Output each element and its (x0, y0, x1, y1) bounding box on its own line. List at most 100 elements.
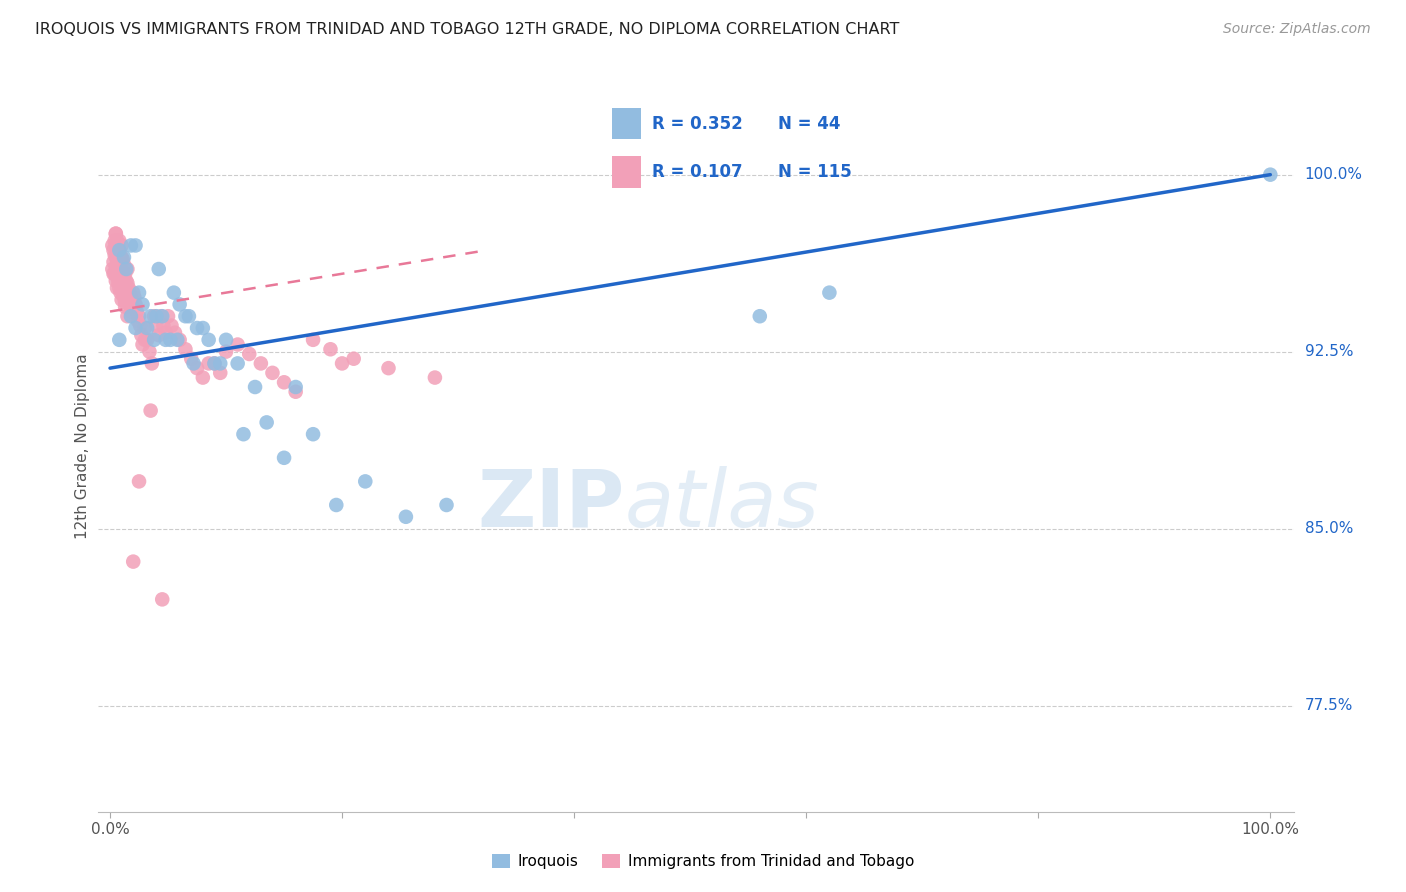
Point (155, 326, 177, 340)
Point (120, 238, 142, 252)
Point (111, 250, 134, 264)
Point (238, 347, 260, 361)
Point (117, 290, 139, 304)
Point (101, 238, 124, 252)
Point (104, 234, 127, 248)
Point (186, 361, 208, 376)
Point (343, 351, 366, 366)
Point (204, 356, 226, 370)
Point (114, 281, 136, 295)
Point (423, 370, 446, 384)
Point (103, 255, 125, 269)
Point (108, 269, 131, 284)
Point (105, 243, 128, 257)
Point (354, 475, 377, 489)
Text: Source: ZipAtlas.com: Source: ZipAtlas.com (1223, 22, 1371, 37)
Point (117, 310, 139, 324)
Point (104, 227, 127, 241)
Point (111, 293, 134, 307)
Point (243, 380, 266, 394)
Point (110, 262, 132, 277)
Point (120, 310, 142, 324)
Point (104, 250, 127, 264)
Text: 77.5%: 77.5% (1305, 698, 1353, 713)
Point (131, 328, 153, 343)
Point (127, 314, 149, 328)
Point (215, 333, 238, 347)
Point (124, 238, 146, 252)
Point (118, 285, 141, 300)
Point (107, 243, 129, 257)
Point (104, 262, 127, 277)
Point (108, 257, 131, 271)
Point (104, 248, 127, 262)
Point (319, 343, 342, 357)
Point (174, 310, 197, 324)
Point (128, 475, 150, 489)
Point (110, 262, 132, 277)
Point (117, 262, 139, 277)
Point (111, 267, 134, 281)
Point (104, 238, 127, 252)
Point (1258, 168, 1281, 182)
Point (111, 267, 134, 281)
Point (183, 356, 205, 370)
Point (111, 252, 134, 267)
Point (436, 498, 458, 512)
Point (114, 267, 136, 281)
Point (209, 366, 232, 380)
Point (302, 427, 325, 442)
Point (152, 318, 174, 333)
Text: IROQUOIS VS IMMIGRANTS FROM TRINIDAD AND TOBAGO 12TH GRADE, NO DIPLOMA CORRELATI: IROQUOIS VS IMMIGRANTS FROM TRINIDAD AND… (35, 22, 900, 37)
Point (110, 274, 132, 288)
Point (103, 243, 125, 257)
Point (157, 310, 180, 324)
Point (818, 285, 841, 300)
Point (125, 304, 148, 318)
Point (232, 427, 254, 442)
Point (262, 366, 284, 380)
Point (112, 271, 135, 285)
Point (136, 333, 159, 347)
Point (124, 321, 146, 335)
Point (107, 274, 129, 288)
Point (139, 310, 162, 324)
Point (105, 281, 128, 295)
Point (377, 361, 399, 376)
Text: atlas: atlas (624, 466, 820, 543)
Point (148, 328, 170, 343)
Point (155, 333, 177, 347)
Point (128, 285, 150, 300)
Point (215, 344, 238, 359)
Point (169, 333, 191, 347)
Point (108, 281, 131, 295)
Point (110, 285, 132, 300)
Point (112, 285, 135, 300)
Point (150, 310, 173, 324)
Point (108, 234, 131, 248)
Point (159, 333, 181, 347)
Point (111, 238, 134, 252)
Point (174, 343, 197, 357)
Point (197, 333, 219, 347)
Point (122, 555, 145, 569)
Point (122, 300, 145, 314)
Point (134, 321, 156, 335)
Point (117, 281, 139, 295)
Point (115, 262, 138, 277)
Point (108, 252, 131, 267)
Point (177, 310, 200, 324)
Point (150, 310, 173, 324)
Point (191, 321, 214, 335)
Point (114, 295, 136, 310)
Point (112, 290, 135, 304)
Point (122, 285, 145, 300)
Point (139, 403, 162, 417)
Point (180, 351, 202, 366)
Point (134, 333, 156, 347)
Point (163, 326, 186, 340)
Point (148, 262, 170, 277)
Point (105, 257, 128, 271)
Point (163, 285, 186, 300)
Point (204, 356, 226, 370)
